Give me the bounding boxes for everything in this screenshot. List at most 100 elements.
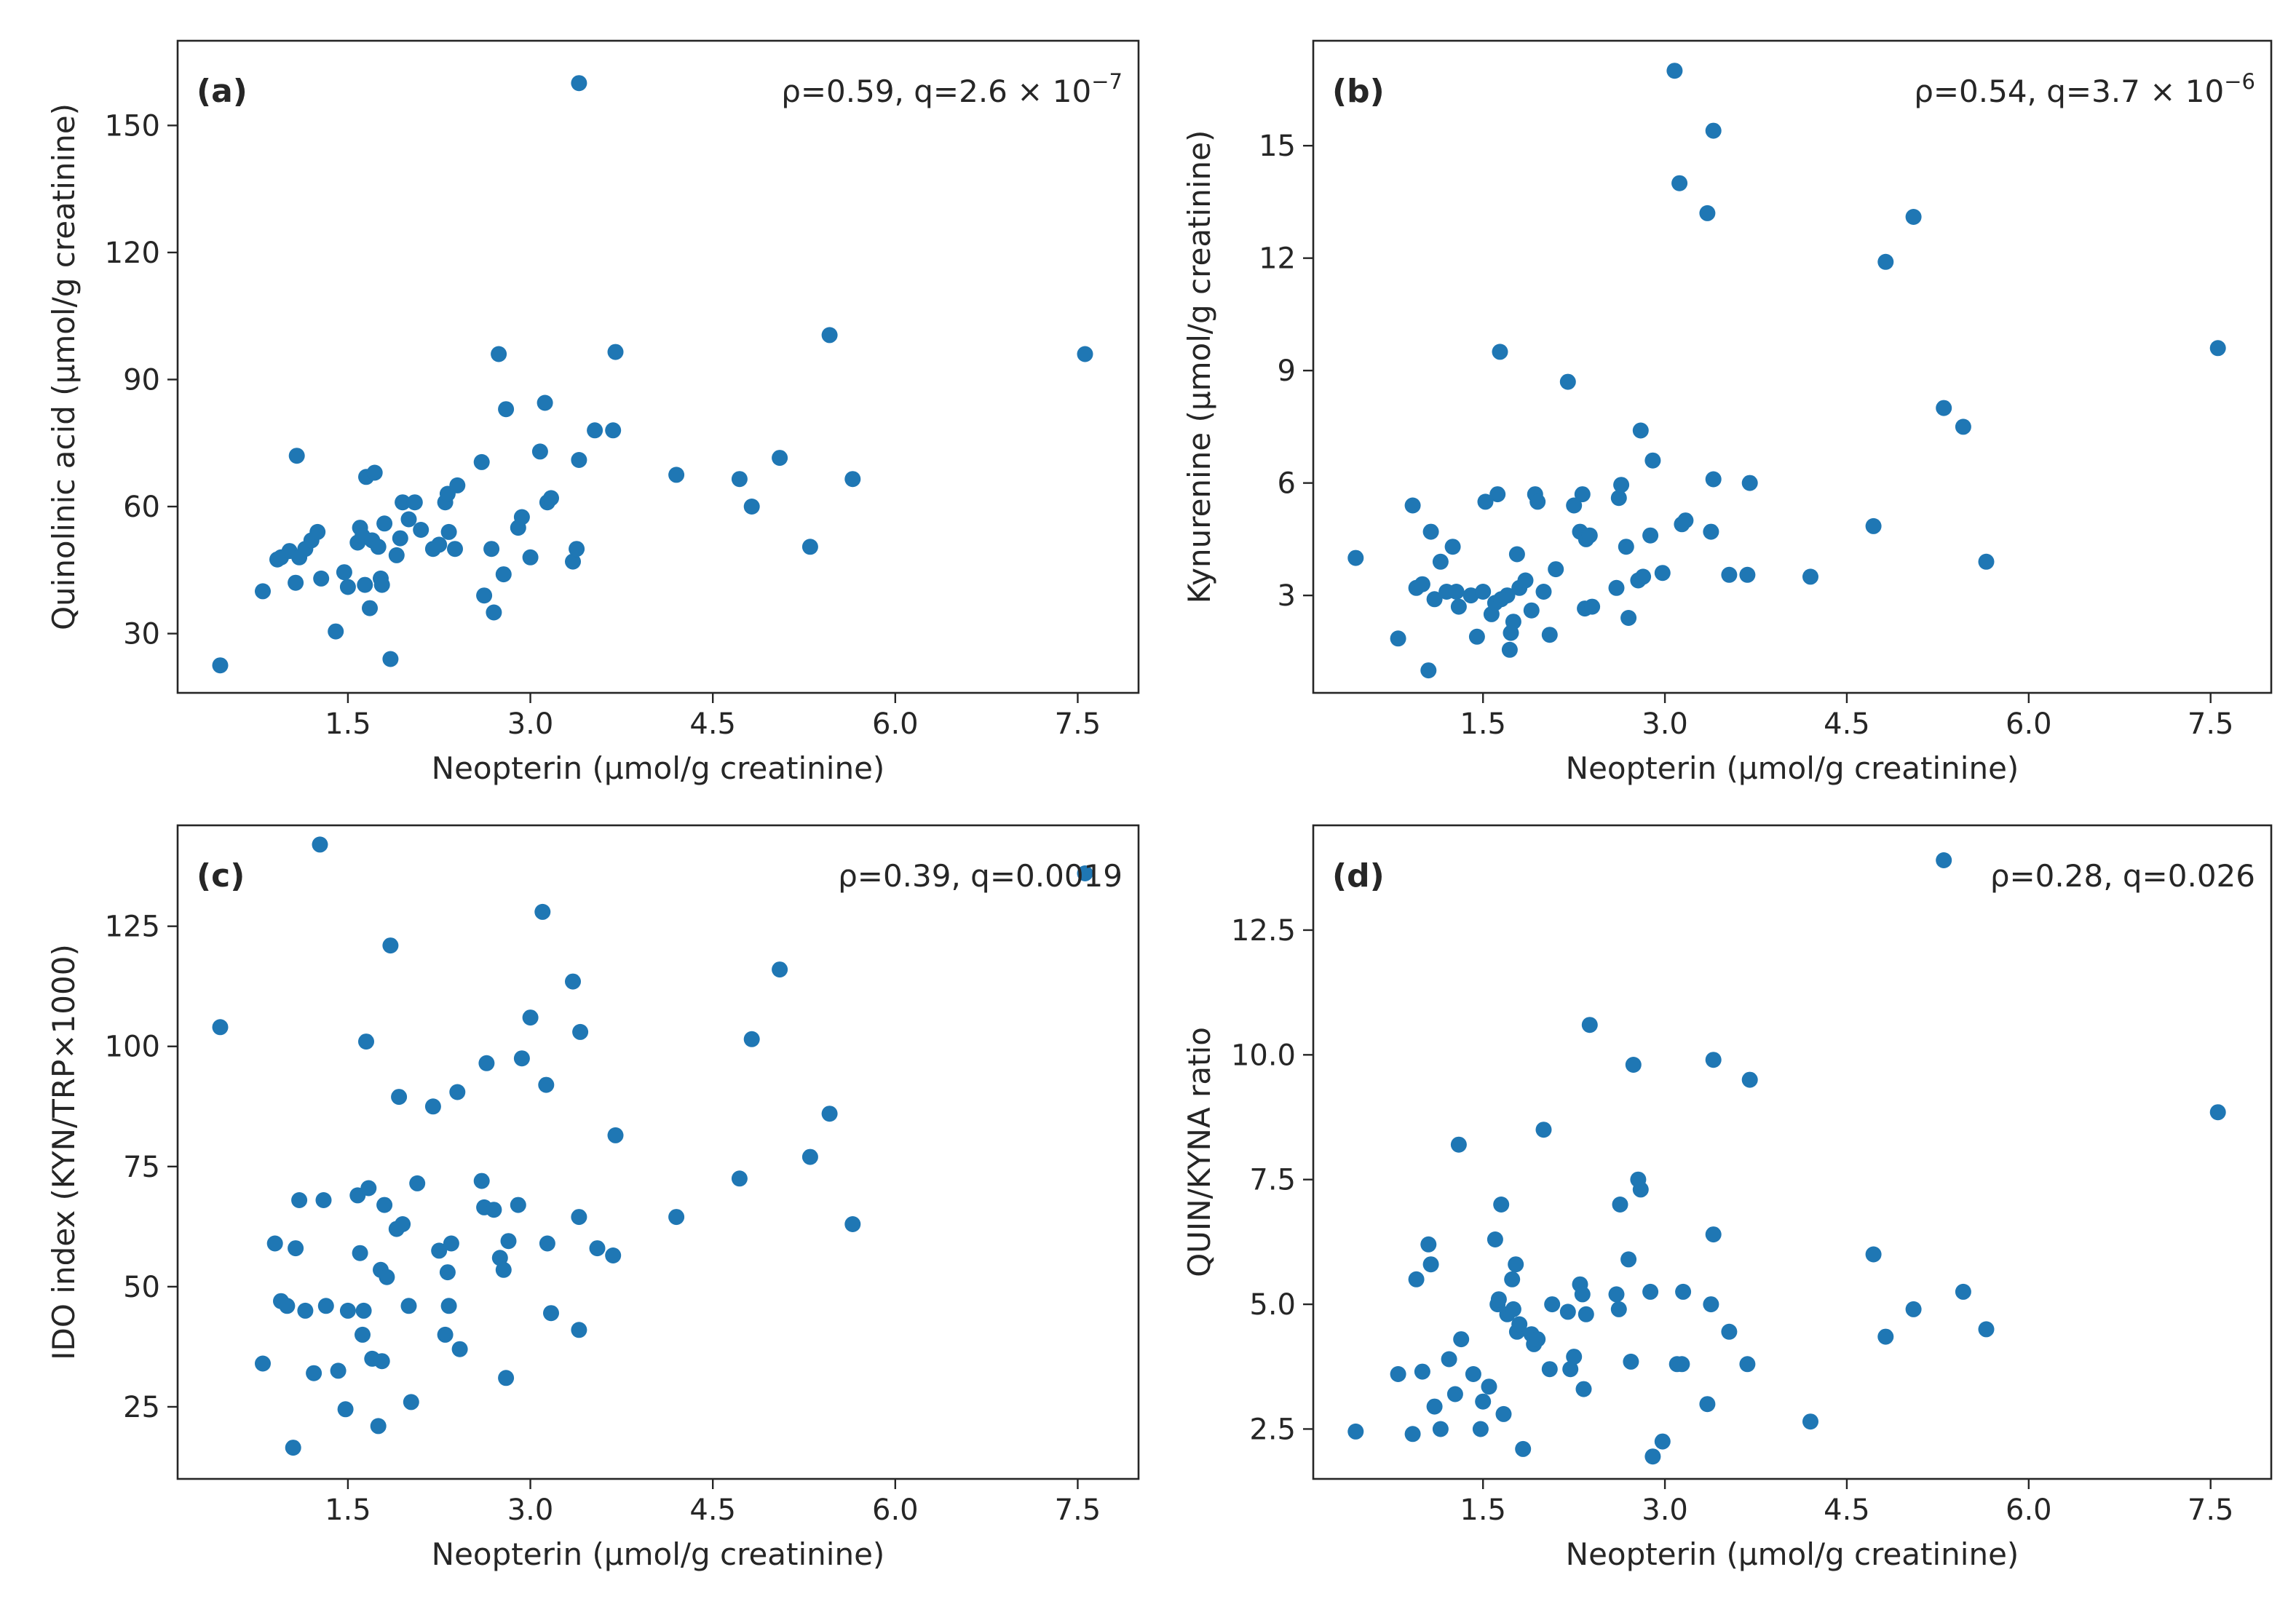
data-point xyxy=(1705,471,1722,488)
data-point xyxy=(486,604,502,621)
data-point xyxy=(1475,1393,1492,1410)
data-point xyxy=(1404,1426,1421,1443)
plot-frame xyxy=(1312,39,2273,694)
data-point xyxy=(1462,587,1479,604)
data-point xyxy=(1475,584,1492,600)
data-point xyxy=(1699,205,1716,221)
x-tick-label: 1.5 xyxy=(1460,1493,1506,1527)
data-point xyxy=(1703,1296,1719,1313)
data-point xyxy=(1705,1052,1722,1068)
data-point xyxy=(1936,400,1952,416)
data-point xyxy=(1468,628,1485,645)
data-point xyxy=(534,903,551,920)
data-point xyxy=(537,394,553,411)
data-point xyxy=(1505,614,1521,630)
data-point xyxy=(844,1216,861,1232)
data-point xyxy=(605,422,622,439)
data-point xyxy=(607,344,624,360)
data-point xyxy=(449,477,466,493)
data-point xyxy=(486,1202,502,1218)
data-point xyxy=(440,523,457,540)
data-point xyxy=(447,541,463,558)
data-point xyxy=(1444,539,1461,555)
data-point xyxy=(312,836,328,853)
data-point xyxy=(1541,627,1558,643)
x-axis-label: Neopterin (μmol/g creatinine) xyxy=(1566,750,2019,786)
data-point xyxy=(1666,63,1683,79)
x-tick-label: 6.0 xyxy=(2006,1493,2052,1527)
data-point xyxy=(1487,1231,1503,1247)
correlation-annotation: ρ=0.59, q=2.6 × 10−7 xyxy=(781,69,1123,109)
data-point xyxy=(500,1233,517,1250)
data-point xyxy=(1802,1413,1818,1430)
data-point xyxy=(403,1394,419,1410)
data-point xyxy=(1955,1283,1971,1300)
plot-frame xyxy=(176,824,1140,1480)
data-point xyxy=(317,1298,334,1314)
x-axis-label: Neopterin (μmol/g creatinine) xyxy=(432,1536,885,1572)
data-point xyxy=(1705,122,1722,139)
data-point xyxy=(589,1240,606,1257)
annotation-text: ρ=0.28, q=0.026 xyxy=(1990,858,2255,894)
data-point xyxy=(1566,1349,1583,1365)
data-point xyxy=(495,566,512,583)
data-point xyxy=(1741,475,1758,491)
y-axis-label: IDO index (KYN/TRP×1000) xyxy=(46,944,82,1360)
y-tick-label: 50 xyxy=(123,1271,160,1304)
data-point xyxy=(431,536,448,553)
y-tick-label: 2.5 xyxy=(1249,1413,1296,1446)
data-point xyxy=(844,471,861,488)
x-tick-label: 1.5 xyxy=(325,707,371,741)
data-point xyxy=(1865,1246,1882,1263)
y-tick-label: 60 xyxy=(123,491,160,524)
y-axis-label: Kynurenine (μmol/g creatinine) xyxy=(1181,130,1217,604)
data-point xyxy=(772,450,788,467)
data-point xyxy=(406,494,423,511)
x-tick-label: 1.5 xyxy=(325,1493,371,1527)
data-point xyxy=(1739,566,1756,583)
data-point xyxy=(1739,1356,1756,1373)
data-point xyxy=(483,541,500,558)
data-point xyxy=(1529,493,1546,510)
data-point xyxy=(297,1302,314,1319)
data-point xyxy=(543,490,559,507)
data-point xyxy=(1703,523,1719,540)
data-point xyxy=(449,1084,466,1100)
data-point xyxy=(1477,493,1494,510)
data-point xyxy=(409,1175,426,1191)
data-point xyxy=(1978,1321,1995,1338)
data-point xyxy=(1523,602,1540,619)
data-point xyxy=(1426,591,1443,608)
data-point xyxy=(255,1355,271,1372)
data-point xyxy=(285,1440,301,1456)
data-point xyxy=(531,443,548,460)
y-tick-label: 90 xyxy=(123,363,160,397)
data-point xyxy=(1671,175,1688,191)
data-point xyxy=(565,973,581,990)
data-point xyxy=(212,1019,229,1036)
correlation-annotation: ρ=0.54, q=3.7 × 10−6 xyxy=(1914,69,2255,109)
data-point xyxy=(1802,568,1818,585)
data-point xyxy=(1620,610,1637,626)
data-point xyxy=(1422,523,1439,540)
x-tick-label: 4.5 xyxy=(689,1493,736,1527)
x-tick-label: 1.5 xyxy=(1460,707,1506,741)
data-point xyxy=(1544,1296,1561,1313)
data-point xyxy=(413,522,429,538)
x-tick-label: 6.0 xyxy=(2006,707,2052,741)
data-point xyxy=(1721,566,1738,583)
y-tick-label: 12 xyxy=(1259,242,1296,276)
data-point xyxy=(1559,1304,1576,1320)
data-point xyxy=(1414,1363,1430,1380)
data-point xyxy=(1432,1421,1449,1437)
data-point xyxy=(495,1261,512,1278)
data-point xyxy=(473,1172,490,1189)
data-point xyxy=(1390,1366,1406,1382)
data-point xyxy=(288,1240,304,1257)
data-point xyxy=(571,75,587,92)
data-point xyxy=(439,1264,456,1281)
data-point xyxy=(1620,1251,1637,1268)
data-point xyxy=(1610,1301,1627,1317)
y-tick-label: 3 xyxy=(1278,579,1296,613)
data-point xyxy=(1489,486,1506,503)
